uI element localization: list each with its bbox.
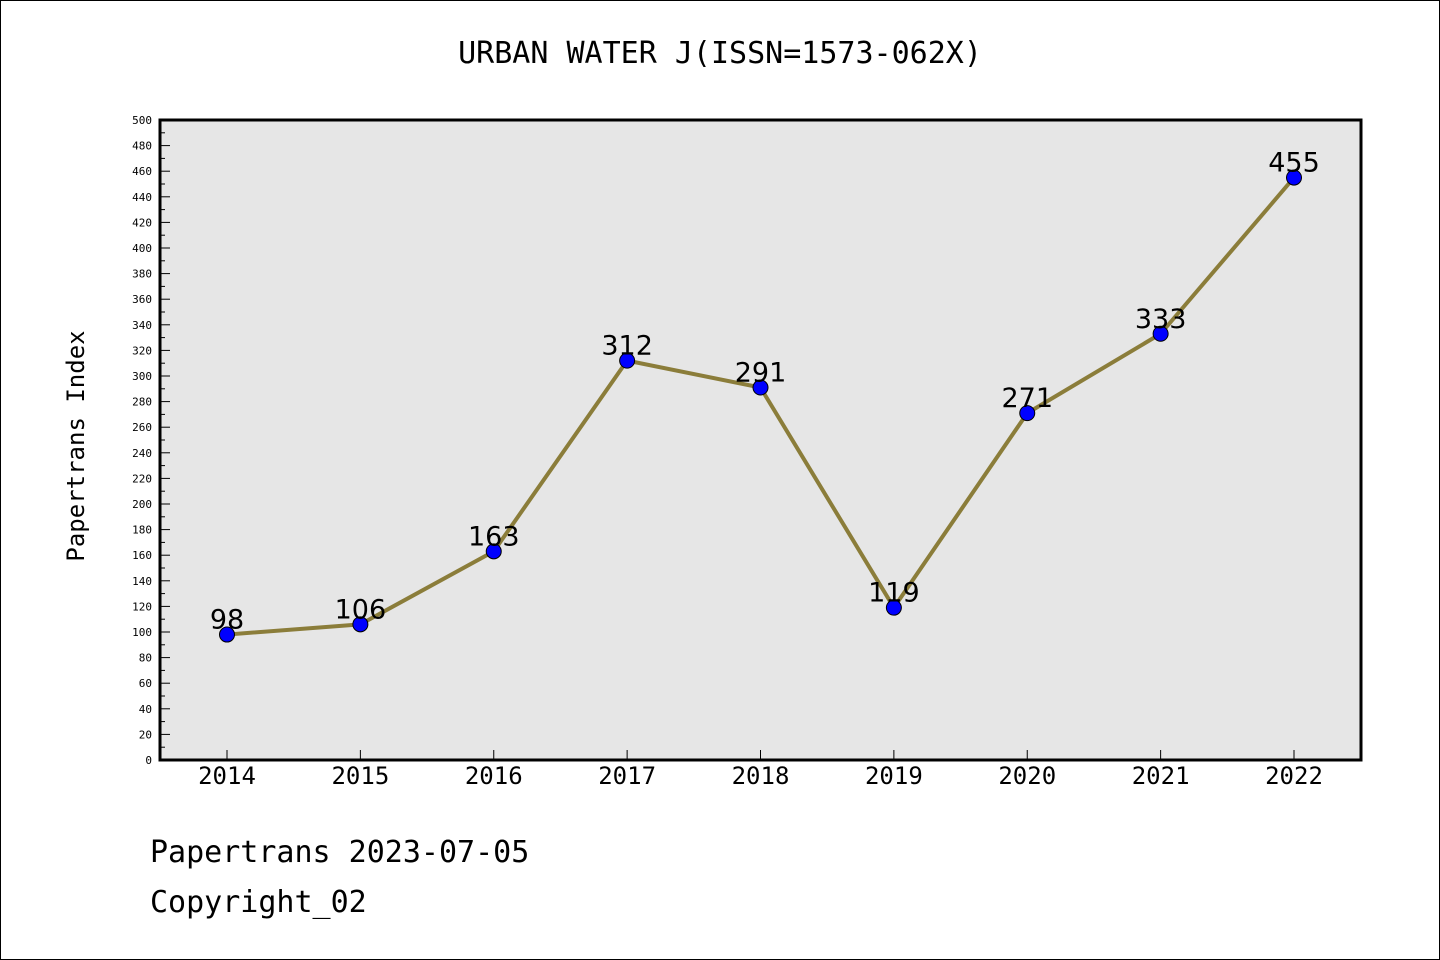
y-tick-label: 100 bbox=[132, 626, 152, 639]
data-point bbox=[1152, 325, 1169, 342]
data-label: 163 bbox=[468, 521, 520, 552]
plot-area bbox=[160, 120, 1361, 760]
data-point bbox=[219, 626, 235, 643]
y-tick-label: 360 bbox=[132, 293, 152, 306]
data-point bbox=[752, 379, 769, 396]
y-tick-label: 40 bbox=[139, 703, 152, 716]
x-tick-label: 2014 bbox=[198, 762, 256, 790]
data-label: 333 bbox=[1135, 304, 1187, 335]
x-tick-label: 2017 bbox=[598, 762, 656, 790]
data-point bbox=[485, 543, 502, 560]
x-tick-label: 2015 bbox=[331, 762, 389, 790]
y-tick-label: 180 bbox=[132, 524, 152, 537]
data-label: 291 bbox=[735, 358, 787, 389]
y-tick-label: 460 bbox=[132, 165, 152, 178]
data-point bbox=[352, 616, 369, 633]
y-tick-label: 340 bbox=[132, 319, 152, 332]
y-tick-label: 140 bbox=[132, 575, 152, 588]
x-tick-label: 2019 bbox=[865, 762, 923, 790]
y-tick-label: 500 bbox=[132, 114, 152, 127]
data-label: 455 bbox=[1268, 148, 1320, 179]
y-tick-label: 220 bbox=[132, 472, 152, 485]
data-label: 271 bbox=[1001, 383, 1053, 414]
y-tick-label: 240 bbox=[132, 447, 152, 460]
y-tick-label: 260 bbox=[132, 421, 152, 434]
y-tick-label: 280 bbox=[132, 396, 152, 409]
chart-title: URBAN WATER J(ISSN=1573-062X) bbox=[458, 36, 982, 71]
y-tick-label: 20 bbox=[139, 728, 152, 741]
y-tick-label: 440 bbox=[132, 191, 152, 204]
y-tick-label: 480 bbox=[132, 140, 152, 153]
y-tick-label: 60 bbox=[139, 677, 152, 690]
x-tick-label: 2018 bbox=[732, 762, 790, 790]
y-tick-label: 200 bbox=[132, 498, 152, 511]
data-label: 106 bbox=[335, 594, 387, 625]
data-label: 312 bbox=[601, 331, 653, 362]
data-label: 98 bbox=[210, 605, 244, 636]
x-tick-label: 2016 bbox=[465, 762, 523, 790]
y-tick-label: 380 bbox=[132, 268, 152, 281]
x-tick-label: 2021 bbox=[1132, 762, 1190, 790]
y-tick-label: 0 bbox=[145, 754, 152, 767]
y-tick-label: 400 bbox=[132, 242, 152, 255]
data-point bbox=[619, 352, 636, 369]
data-label: 119 bbox=[868, 578, 920, 609]
data-point bbox=[885, 599, 902, 616]
x-tick-label: 2022 bbox=[1265, 762, 1323, 790]
y-tick-label: 420 bbox=[132, 216, 152, 229]
y-tick-label: 320 bbox=[132, 344, 152, 357]
footer-date: Papertrans 2023-07-05 bbox=[150, 835, 530, 870]
data-point bbox=[1019, 405, 1036, 422]
y-tick-label: 120 bbox=[132, 600, 152, 613]
footer-copyright: Copyright_02 bbox=[150, 885, 367, 920]
y-tick-label: 300 bbox=[132, 370, 152, 383]
data-point bbox=[1286, 169, 1302, 186]
y-tick-label: 160 bbox=[132, 549, 152, 562]
y-tick-label: 80 bbox=[139, 652, 152, 665]
x-tick-label: 2020 bbox=[998, 762, 1056, 790]
plot-border bbox=[158, 118, 1363, 762]
